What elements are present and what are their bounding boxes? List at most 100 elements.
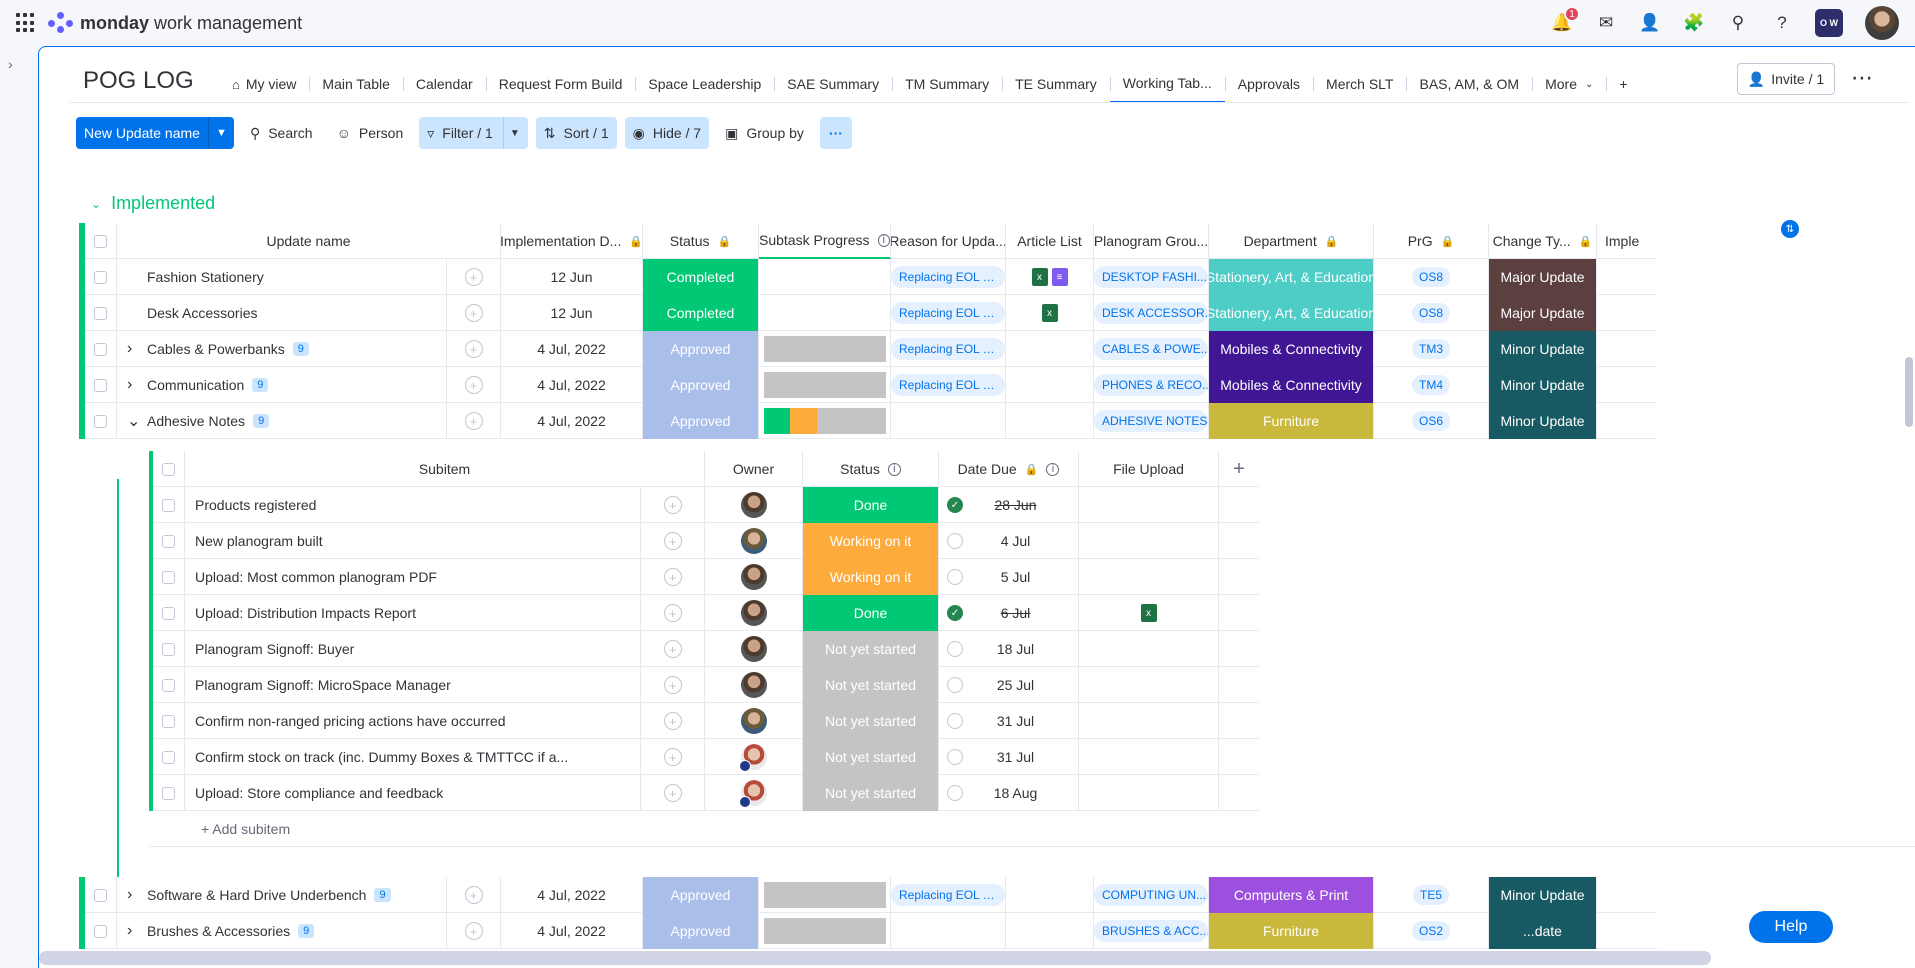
column-header[interactable]: Department 🔒 [1209,223,1374,259]
tab-calendar[interactable]: Calendar [402,65,486,103]
file-upload-cell[interactable] [1079,703,1219,739]
item-name[interactable]: Communication [147,377,245,393]
reason-cell[interactable] [891,403,1006,439]
subitem-status-cell[interactable]: Working on it [803,523,939,559]
subitem-row[interactable]: Upload: Most common planogram PDF + Workin… [149,559,1259,595]
empty-circle-icon[interactable] [947,569,963,585]
subitem-status-cell[interactable]: Working on it [803,559,939,595]
add-update-icon[interactable]: + [663,532,682,550]
implementation-cell[interactable] [1597,295,1657,331]
date-due-cell[interactable]: ✓ 28 Jun [939,487,1079,523]
owner-cell[interactable] [705,523,803,559]
tab-request-form-build[interactable]: Request Form Build [485,65,636,103]
subitem-checkbox[interactable] [162,714,175,728]
planogram-group-cell[interactable]: BRUSHES & ACC... [1094,913,1209,949]
add-update-icon[interactable]: + [464,412,483,430]
excel-file-icon[interactable]: x [1031,268,1048,286]
item-name[interactable]: Desk Accessories [147,305,258,321]
department-cell[interactable]: Computers & Print [1209,877,1374,913]
planogram-group-cell[interactable]: COMPUTING UN... [1094,877,1209,913]
tab-main-table[interactable]: Main Table [309,65,402,103]
subitem-updates-cell[interactable]: + [641,631,705,667]
file-upload-cell[interactable] [1079,667,1219,703]
date-due-cell[interactable]: 25 Jul [939,667,1079,703]
subitem-row[interactable]: Confirm non-ranged pricing actions have … [149,703,1259,739]
subitem-count-badge[interactable]: 9 [252,378,269,392]
subitem-name[interactable]: Confirm stock on track (inc. Dummy Boxes… [195,749,569,765]
tab-te-summary[interactable]: TE Summary [1002,65,1110,103]
subitem-count-badge[interactable]: 9 [374,888,391,902]
change-type-cell[interactable]: Major Update [1489,295,1597,331]
file-upload-cell[interactable] [1079,775,1219,811]
excel-file-icon[interactable]: x [1140,604,1157,622]
reason-cell[interactable]: Replacing EOL pr... [891,295,1006,331]
article-list-cell[interactable] [1006,877,1094,913]
subitem-row[interactable]: New planogram built + Working on it 4 Jul [149,523,1259,559]
chevron-right-icon[interactable]: › [127,376,133,393]
row-checkbox[interactable] [94,924,107,938]
tab-bas-am-om[interactable]: BAS, AM, & OM [1406,65,1532,103]
status-cell[interactable]: Completed [643,259,759,295]
column-header[interactable]: Imple [1597,223,1657,259]
check-circle-icon[interactable]: ✓ [947,497,963,513]
owner-cell[interactable] [705,739,803,775]
check-circle-icon[interactable]: ✓ [947,605,963,621]
subitem-name[interactable]: Products registered [195,497,317,513]
implementation-date-cell[interactable]: 12 Jun [501,259,643,295]
subtask-progress-cell[interactable] [759,259,891,295]
hide-button[interactable]: ◉ Hide / 7 [624,117,710,149]
empty-circle-icon[interactable] [947,533,963,549]
table-row[interactable]: › Software & Hard Drive Underbench 9 +4 Jul… [79,877,1657,913]
add-update-icon[interactable]: + [663,496,682,514]
subitem-checkbox[interactable] [162,462,175,476]
subitem-status-cell[interactable]: Not yet started [803,739,939,775]
search-icon[interactable]: ⚲ [1731,13,1745,32]
table-row[interactable]: › Brushes & Accessories 9 +4 Jul, 2022 Appro… [79,913,1657,949]
subitem-name[interactable]: Upload: Store compliance and feedback [195,785,444,801]
row-checkbox[interactable] [94,270,107,284]
subitem-name-cell[interactable]: Confirm stock on track (inc. Dummy Boxes… [185,739,641,775]
prg-cell[interactable]: OS8 [1374,295,1489,331]
workspace-icon[interactable]: O W [1815,9,1843,37]
column-header[interactable]: Article List [1006,223,1094,259]
file-upload-cell[interactable]: x [1079,595,1219,631]
subitem-name[interactable]: Planogram Signoff: Buyer [195,641,355,657]
add-column-button[interactable]: + [1219,451,1259,487]
subitem-row[interactable]: Upload: Distribution Impacts Report + Done… [149,595,1259,631]
empty-circle-icon[interactable] [947,749,963,765]
subitem-updates-cell[interactable]: + [641,523,705,559]
user-avatar[interactable] [1865,6,1899,40]
subitem-name[interactable]: Upload: Distribution Impacts Report [195,605,416,621]
item-name-cell[interactable]: › Communication 9 [117,367,447,403]
subtask-progress-cell[interactable] [759,295,891,331]
change-type-cell[interactable]: Minor Update [1489,367,1597,403]
item-name[interactable]: Cables & Powerbanks [147,341,285,357]
reason-cell[interactable]: Replacing EOL pr... [891,367,1006,403]
row-checkbox[interactable] [94,342,107,356]
date-due-cell[interactable]: 18 Aug [939,775,1079,811]
subitem-status-cell[interactable]: Not yet started [803,667,939,703]
date-due-cell[interactable]: 31 Jul [939,703,1079,739]
table-row[interactable]: ⌄ Adhesive Notes 9 +4 Jul, 2022 Approved ADHE… [79,403,1657,439]
chevron-right-icon[interactable]: › [127,886,133,903]
subitem-status-cell[interactable]: Done [803,595,939,631]
owner-avatar[interactable] [738,780,767,808]
empty-circle-icon[interactable] [947,641,963,657]
implementation-date-cell[interactable]: 4 Jul, 2022 [501,367,643,403]
subitem-count-badge[interactable]: 9 [292,342,309,356]
implementation-date-cell[interactable]: 4 Jul, 2022 [501,331,643,367]
implementation-date-cell[interactable]: 4 Jul, 2022 [501,403,643,439]
tab-merch-slt[interactable]: Merch SLT [1313,65,1406,103]
vertical-scrollbar[interactable] [1905,357,1913,427]
tab-sae-summary[interactable]: SAE Summary [774,65,892,103]
owner-cell[interactable] [705,487,803,523]
reason-cell[interactable]: Replacing EOL pr... [891,259,1006,295]
subitem-checkbox[interactable] [162,678,175,692]
column-header[interactable]: Reason for Upda... [891,223,1006,259]
apps-marketplace-icon[interactable]: 🧩 [1683,13,1705,32]
subitem-name[interactable]: Upload: Most common planogram PDF [195,569,437,585]
updates-cell[interactable]: + [447,295,501,331]
add-update-icon[interactable]: + [464,304,483,322]
add-update-icon[interactable]: + [663,640,682,658]
excel-file-icon[interactable]: x [1041,304,1058,322]
